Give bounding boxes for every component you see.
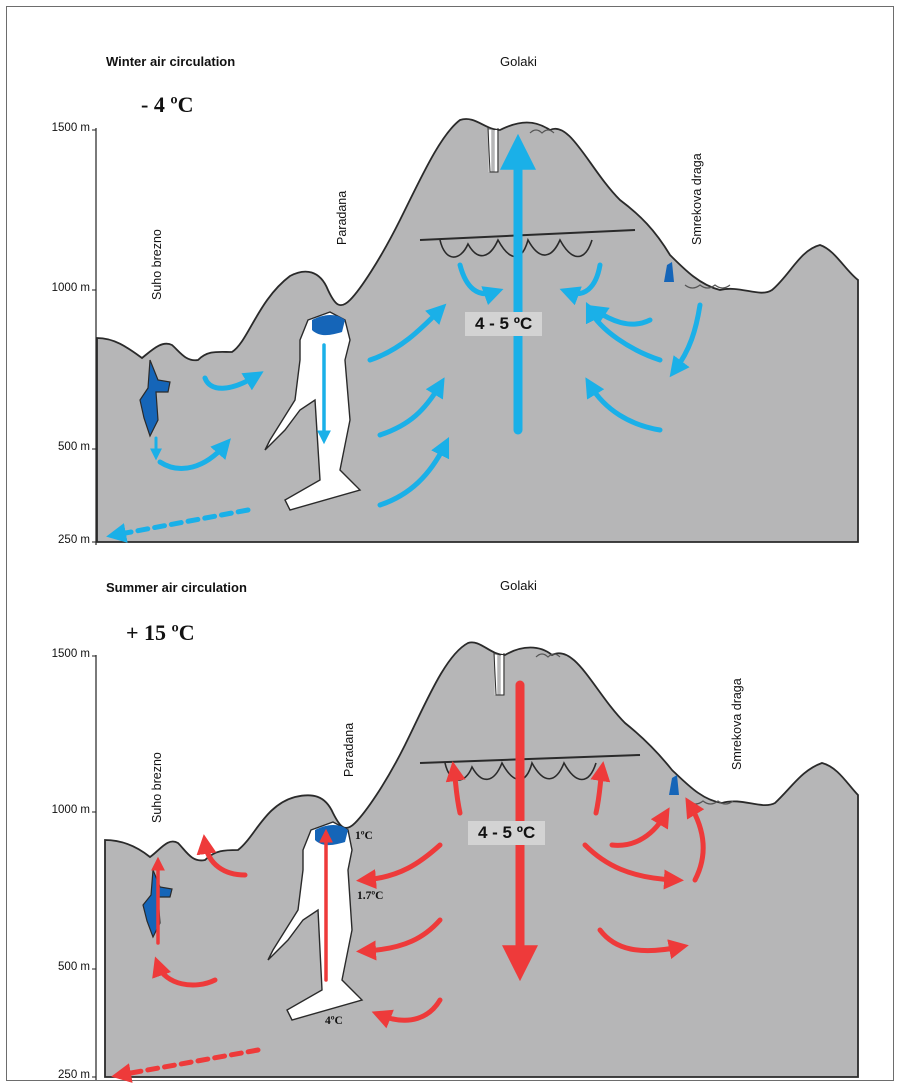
panel-heading: Winter air circulation [106,54,236,69]
summer-panel: Summer air circulation + 15 ºC Golaki 15… [0,545,902,1089]
elevation-label: 1500 m [51,648,90,660]
elevation-label: 500 m [58,961,90,973]
inner-temperature: 4ºC [325,1015,343,1027]
winter-diagram [92,118,859,545]
panel-heading: Summer air circulation [106,580,247,595]
cave-temperature: 4 - 5 ºC [468,821,546,845]
inner-temperature: 1.7ºC [357,890,384,902]
elevation-label: 1000 m [51,282,90,294]
elevation-label: 1000 m [51,804,90,816]
cave-label-smrekova-draga: Smrekova draga [730,678,744,770]
winter-panel: Winter air circulation - 4 ºC Golaki 150… [51,54,859,546]
elevation-label: 250 m [58,534,90,546]
elevation-label: 1500 m [51,122,90,134]
elevation-label: 250 m [58,1069,90,1081]
cave-label-suho-brezno: Suho brezno [150,752,164,823]
peak-label: Golaki [500,578,537,593]
figure-frame [6,6,894,1081]
cave-label-paradana: Paradana [342,722,356,777]
outside-temperature: - 4 ºC [141,92,194,117]
smrekova-ice [669,775,679,795]
paradana-passage [267,821,364,1021]
paradana-passage [264,311,362,511]
terrain-profile [104,641,859,1078]
paradana-ice [315,825,348,846]
suho-brezno-passage [139,359,171,438]
cave-label-suho-brezno: Suho brezno [150,229,164,300]
cave-label-smrekova-draga: Smrekova draga [690,153,704,245]
inner-temperature: 1ºC [355,830,373,842]
cave-temperature: 4 - 5 ºC [465,312,543,336]
smrekova-ice [664,262,674,282]
elevation-label: 500 m [58,441,90,453]
winter-airflow-arrows [106,133,703,543]
paradana-ice [312,315,345,336]
cave-label-paradana: Paradana [335,190,349,245]
peak-label: Golaki [500,54,537,69]
outside-temperature: + 15 ºC [126,620,195,645]
